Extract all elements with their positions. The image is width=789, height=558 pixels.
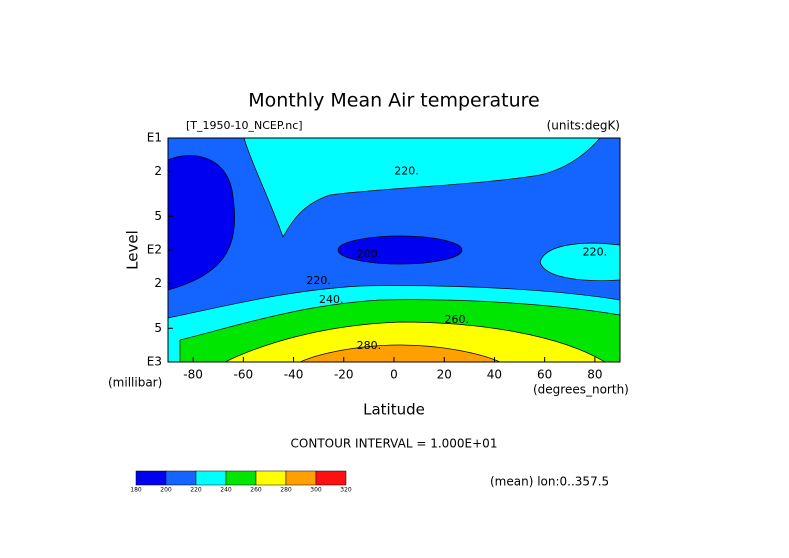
x-tick-label: 40	[487, 368, 502, 382]
colorbar-label: 240	[220, 487, 232, 494]
contour-interval: CONTOUR INTERVAL = 1.000E+01	[291, 437, 498, 451]
contour-label: 240.	[319, 293, 344, 306]
y-tick-label: 2	[154, 164, 162, 178]
region	[224, 321, 607, 363]
colorbar-swatch	[135, 470, 167, 486]
colorbar-label: 220	[190, 487, 202, 494]
colorbar-swatch	[255, 470, 287, 486]
plot-area	[167, 137, 621, 363]
region	[299, 344, 501, 363]
colorbar-swatch	[195, 470, 227, 486]
region	[167, 155, 235, 291]
y-units: (millibar)	[108, 376, 162, 390]
contour-label: 220.	[306, 274, 331, 287]
units-label: (units:degK)	[547, 119, 620, 133]
mean-label: (mean) lon:0..357.5	[490, 475, 609, 489]
colorbar-label: 280	[280, 487, 292, 494]
y-tick-label: 5	[154, 321, 162, 335]
x-axis-title: Latitude	[363, 401, 425, 419]
x-tick-label: -20	[334, 368, 354, 382]
x-tick-label: 0	[390, 368, 398, 382]
colorbar-swatch	[165, 470, 197, 486]
x-tick-label: -80	[183, 368, 203, 382]
colorbar-label: 300	[310, 487, 322, 494]
file-label: [T_1950-10_NCEP.nc]	[186, 119, 303, 132]
y-tick-label: E3	[147, 355, 162, 369]
contour-label: 280.	[357, 339, 382, 352]
region	[243, 137, 601, 238]
chart-title: Monthly Mean Air temperature	[248, 90, 539, 112]
contour-label: 260.	[445, 313, 470, 326]
colorbar-swatch	[315, 470, 347, 486]
y-tick-label: 2	[154, 276, 162, 290]
x-tick-label: -60	[234, 368, 254, 382]
colorbar-label: 180	[130, 487, 142, 494]
x-tick-label: 60	[537, 368, 552, 382]
x-units: (degrees_north)	[533, 383, 629, 397]
y-tick-label: 5	[154, 209, 162, 223]
colorbar-label: 320	[340, 487, 352, 494]
colorbar-swatch	[285, 470, 317, 486]
x-tick-label: 20	[437, 368, 452, 382]
y-tick-label: E1	[147, 131, 162, 145]
x-tick-label: -40	[284, 368, 304, 382]
contour-label: 220.	[583, 245, 608, 258]
colorbar-label: 200	[160, 487, 172, 494]
region	[337, 235, 463, 265]
contour-label: 200.	[357, 248, 382, 261]
colorbar-swatch	[225, 470, 257, 486]
y-tick-label: E2	[147, 243, 162, 257]
y-axis-title: Level	[124, 230, 142, 270]
contour-label: 220.	[394, 165, 419, 178]
colorbar-label: 260	[250, 487, 262, 494]
x-tick-label: 80	[587, 368, 602, 382]
